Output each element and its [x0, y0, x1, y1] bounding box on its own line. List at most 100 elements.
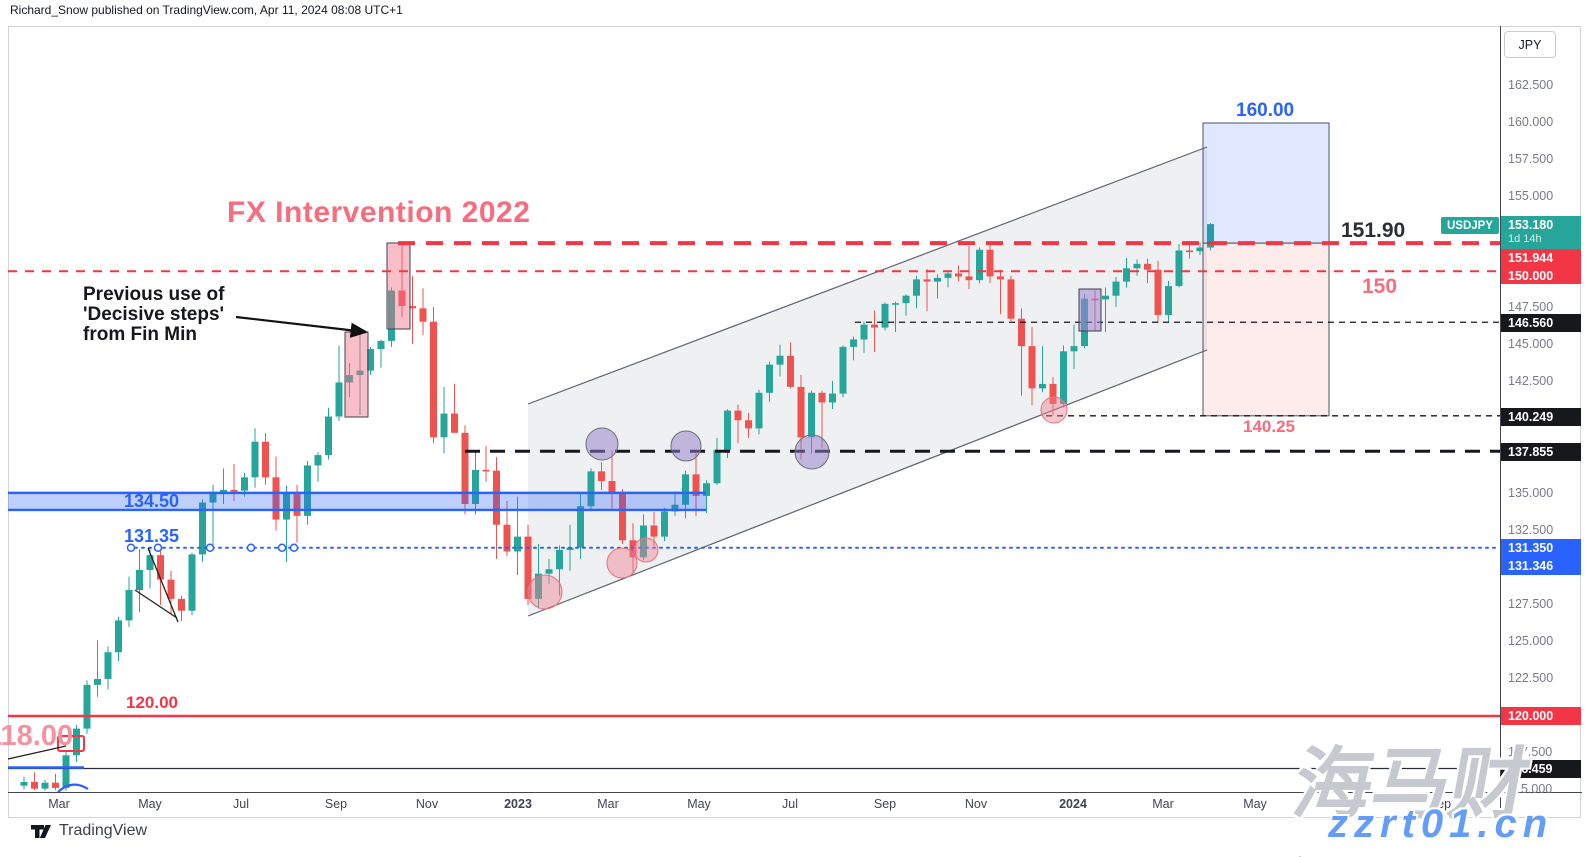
intervention-highlight-box-1	[344, 331, 369, 418]
candle-body	[535, 573, 542, 599]
candle-body	[881, 303, 889, 328]
level-label-134-50: 134.50	[124, 491, 180, 511]
touch-marker-purple-circle	[585, 427, 619, 461]
candle-body	[934, 277, 941, 282]
candle-body	[272, 477, 280, 520]
price-badge: 120.000	[1501, 707, 1581, 725]
candle-body	[1060, 351, 1067, 404]
low-marker-pink-circle	[527, 574, 563, 610]
candle-body	[251, 441, 259, 478]
price-tick: 142.500	[1508, 374, 1554, 389]
candle-body	[566, 547, 574, 550]
candle-body	[923, 279, 931, 282]
highlight-red-rect	[57, 735, 85, 752]
candle-body	[766, 364, 773, 393]
candle-body	[472, 469, 479, 505]
bar-countdown: 1d 14h	[1508, 233, 1542, 245]
candle-body	[724, 410, 731, 450]
time-tick: Mar	[597, 797, 619, 811]
candle-body	[902, 295, 910, 304]
candle-body	[230, 489, 238, 492]
candle-body	[1102, 295, 1109, 300]
price-badge-value: 150.000	[1508, 268, 1554, 283]
price-badge-value: 116.459	[1508, 762, 1553, 776]
time-tick: Mar	[48, 797, 70, 811]
candle-body	[955, 273, 962, 277]
target-box-160	[1202, 122, 1330, 244]
price-tick: 155.000	[1508, 189, 1554, 204]
price-tick: 147.500	[1508, 300, 1554, 315]
intervention-highlight-box-2	[386, 242, 411, 330]
level-label-160: 160.00	[1236, 100, 1295, 121]
candle-body	[598, 471, 605, 482]
price-tick: 157.500	[1508, 152, 1554, 167]
candle-body	[787, 355, 794, 387]
flag-pattern-line-2	[134, 589, 178, 619]
candle-body	[503, 524, 511, 552]
low-marker-pink-circle	[606, 547, 638, 579]
tradingview-logo[interactable]: TradingView	[30, 822, 147, 840]
candle-body	[157, 555, 164, 580]
price-badge-value: 120.000	[1508, 709, 1554, 723]
candle-body	[388, 290, 395, 341]
candle-body	[1207, 224, 1214, 248]
level-label-120: 120.00	[126, 693, 178, 712]
candle-body	[199, 502, 206, 555]
candle-body	[482, 469, 490, 472]
candle-body	[913, 279, 920, 296]
candle-body	[797, 386, 805, 438]
level-label-118: 118.00	[0, 720, 74, 752]
candle-body	[524, 536, 532, 599]
anchor-point-icon	[205, 543, 215, 552]
time-axis[interactable]: Mar May Jul Sep Nov 2023 Mar May Jul Sep Nov 2024 Ma…	[8, 797, 1500, 817]
candle-body	[262, 441, 269, 478]
candle-body	[850, 339, 857, 347]
level-label-140-25: 140.25	[1243, 417, 1295, 436]
tradingview-logo-text: TradingView	[59, 822, 148, 839]
candle-body	[1112, 281, 1120, 296]
time-tick: Jul	[782, 797, 798, 811]
time-tick: 2023	[504, 797, 532, 811]
currency-toggle-button[interactable]: JPY	[1504, 31, 1556, 58]
price-badge: 151.944	[1501, 249, 1581, 267]
candle-body	[1133, 263, 1141, 269]
candle-body	[997, 276, 1004, 280]
candle-body	[1049, 383, 1057, 404]
candle-body	[629, 540, 637, 558]
highlight-purple-rect	[1078, 288, 1102, 332]
candle-body	[1028, 346, 1036, 389]
tradingview-logo-icon	[31, 824, 51, 838]
candle-body	[167, 579, 175, 599]
candle-body	[377, 340, 385, 350]
candle-body	[146, 555, 154, 570]
price-tick: 160.000	[1508, 115, 1554, 129]
candle-body	[136, 569, 143, 590]
candle-body	[839, 346, 847, 394]
candle-body	[73, 728, 80, 756]
candle-body	[944, 273, 952, 278]
candle-body	[346, 375, 353, 383]
candle-body	[356, 370, 364, 376]
candle-body	[451, 413, 458, 433]
candle-body	[104, 652, 112, 679]
price-badge-value: 153.180	[1508, 218, 1554, 232]
candle-body	[734, 410, 742, 421]
time-tick: Sep	[324, 797, 348, 811]
candle-body	[577, 506, 584, 548]
candle-body	[692, 474, 700, 496]
candle-body	[808, 392, 815, 438]
price-tick: 117.500	[1508, 745, 1553, 760]
time-tick: Sep	[1428, 797, 1452, 811]
candle-body	[115, 620, 122, 653]
trend-channel-lower-line	[527, 349, 1208, 617]
blue-arc-bottom-left	[57, 783, 89, 793]
candle-body	[188, 554, 196, 611]
time-tick: May	[1243, 797, 1267, 811]
candle-body	[325, 416, 332, 456]
level-label-151-90: 151.90	[1341, 219, 1406, 242]
anchor-point-icon	[126, 543, 136, 552]
candle-body	[976, 249, 983, 281]
candle-body	[335, 382, 343, 417]
candle-body	[367, 349, 374, 371]
